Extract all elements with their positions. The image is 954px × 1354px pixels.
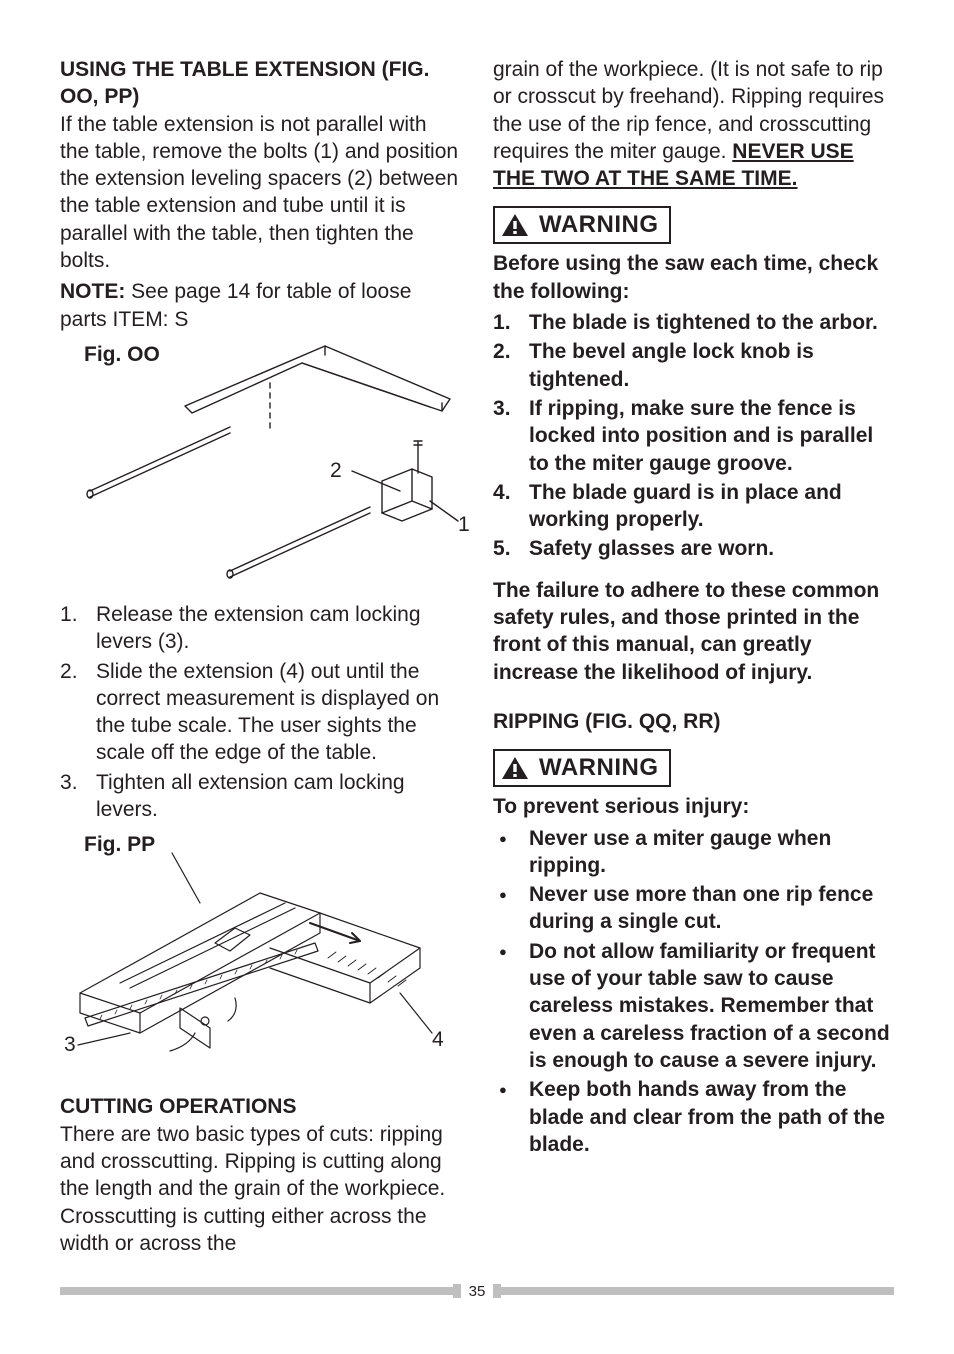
figure-oo-callout-1: 1	[458, 513, 470, 537]
figure-oo-diagram	[70, 341, 470, 591]
note-paragraph: NOTE: See page 14 for table of loose par…	[60, 278, 461, 333]
warning-box-1: WARNING	[493, 206, 671, 244]
right-column: grain of the workpiece. (It is not safe …	[493, 56, 894, 1257]
footer-bar-left	[60, 1287, 453, 1295]
page-footer: 35	[60, 1281, 894, 1301]
warning-1-intro: Before using the saw each time, check th…	[493, 250, 894, 305]
continued-paragraph: grain of the workpiece. (It is not safe …	[493, 56, 894, 192]
extension-steps-list: Release the extension cam locking levers…	[60, 601, 461, 823]
warning-label: WARNING	[539, 211, 659, 239]
figure-pp-callout-3: 3	[64, 1033, 76, 1057]
cutting-operations-heading: CUTTING OPERATIONS	[60, 1093, 461, 1120]
warning-bullet-item: Do not allow familiarity or frequent use…	[493, 938, 894, 1074]
footer-bar-right	[501, 1287, 894, 1295]
figure-pp-callout-4: 4	[432, 1028, 444, 1052]
figure-oo: Fig. OO	[60, 341, 461, 591]
warning-bullet-item: Keep both hands away from the blade and …	[493, 1076, 894, 1158]
note-label: NOTE:	[60, 280, 125, 303]
warning-list-item: The bevel angle lock knob is tightened.	[493, 338, 894, 393]
left-column: USING THE TABLE EXTENSION (FIG. OO, PP) …	[60, 56, 461, 1257]
warning-1-outro: The failure to adhere to these common sa…	[493, 577, 894, 686]
step-item: Tighten all extension cam locking levers…	[60, 769, 461, 824]
warning-list-item: If ripping, make sure the fence is locke…	[493, 395, 894, 477]
warning-list-item: The blade guard is in place and working …	[493, 479, 894, 534]
footer-tab-left	[453, 1284, 461, 1298]
footer-tab-right	[493, 1284, 501, 1298]
warning-bullet-item: Never use a miter gauge when ripping.	[493, 825, 894, 880]
manual-page: USING THE TABLE EXTENSION (FIG. OO, PP) …	[0, 0, 954, 1321]
warning-label: WARNING	[539, 754, 659, 782]
ripping-heading: RIPPING (FIG. QQ, RR)	[493, 708, 894, 735]
warning-1-list: The blade is tightened to the arbor. The…	[493, 309, 894, 563]
figure-pp: Fig. PP	[60, 833, 461, 1083]
warning-2-intro: To prevent serious injury:	[493, 793, 894, 820]
warning-triangle-icon	[501, 213, 529, 237]
page-number: 35	[461, 1283, 494, 1300]
footer-center: 35	[453, 1283, 502, 1300]
figure-oo-label: Fig. OO	[84, 343, 160, 367]
warning-triangle-icon	[501, 756, 529, 780]
figure-oo-callout-2: 2	[330, 459, 342, 483]
figure-pp-diagram	[60, 833, 460, 1083]
warning-2-list: Never use a miter gauge when ripping. Ne…	[493, 825, 894, 1159]
figure-pp-label: Fig. PP	[84, 833, 155, 857]
step-item: Slide the extension (4) out until the co…	[60, 658, 461, 767]
section-heading: USING THE TABLE EXTENSION (FIG. OO, PP)	[60, 56, 461, 111]
warning-list-item: Safety glasses are worn.	[493, 535, 894, 562]
intro-paragraph: If the table extension is not parallel w…	[60, 111, 461, 275]
cutting-operations-body: There are two basic types of cuts: rippi…	[60, 1121, 461, 1257]
warning-box-2: WARNING	[493, 749, 671, 787]
step-item: Release the extension cam locking levers…	[60, 601, 461, 656]
warning-list-item: The blade is tightened to the arbor.	[493, 309, 894, 336]
warning-bullet-item: Never use more than one rip fence during…	[493, 881, 894, 936]
two-column-layout: USING THE TABLE EXTENSION (FIG. OO, PP) …	[60, 56, 894, 1257]
